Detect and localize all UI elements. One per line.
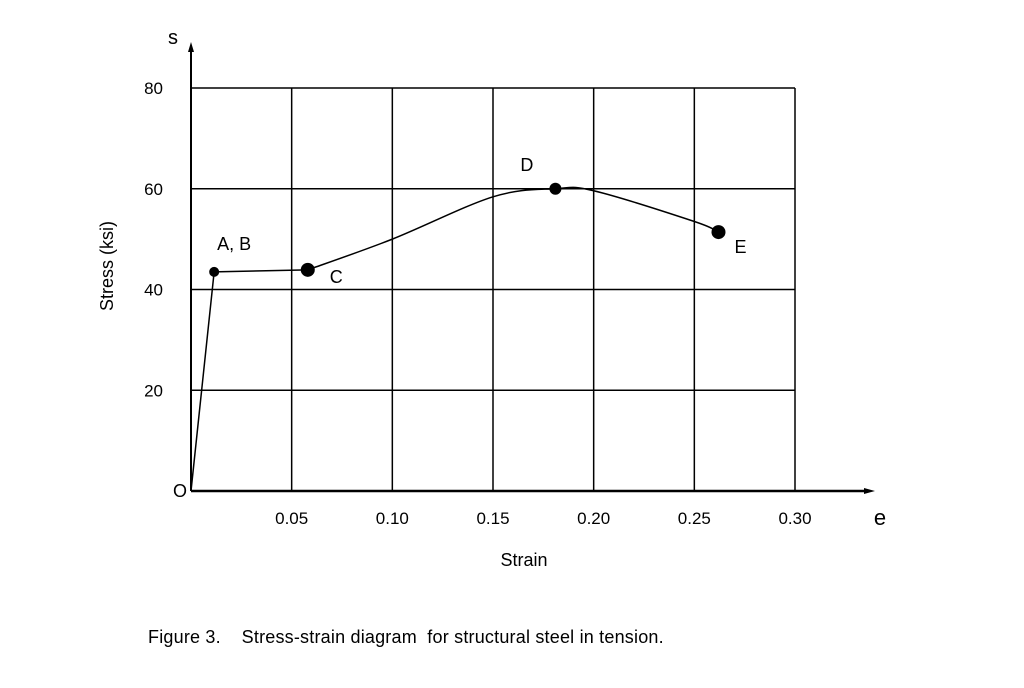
point-label: D bbox=[520, 155, 533, 175]
y-tick-label: 40 bbox=[144, 281, 163, 300]
y-axis-arrow-icon bbox=[188, 42, 194, 52]
data-points: O A, B C D E bbox=[173, 155, 747, 501]
x-tick-label: 0.20 bbox=[577, 509, 610, 528]
data-point-ab bbox=[209, 266, 220, 277]
figure-caption: Figure 3. Stress-strain diagram for stru… bbox=[148, 627, 664, 648]
grid-lines bbox=[191, 87, 796, 491]
data-point-d bbox=[549, 182, 562, 195]
data-point-c bbox=[300, 262, 315, 277]
y-tick-label: 80 bbox=[144, 79, 163, 98]
x-tick-label: 0.10 bbox=[376, 509, 409, 528]
x-tick-label: 0.05 bbox=[275, 509, 308, 528]
x-tick-label: 0.15 bbox=[476, 509, 509, 528]
x-axis-symbol: e bbox=[874, 505, 886, 530]
point-label: O bbox=[173, 481, 187, 501]
data-point-e bbox=[711, 225, 726, 240]
point-label: A, B bbox=[217, 234, 251, 254]
y-tick-label: 60 bbox=[144, 180, 163, 199]
axis-labels: Stress (ksi) Strain s e bbox=[97, 27, 886, 570]
x-axis-arrow-icon bbox=[864, 488, 875, 494]
y-axis-title: Stress (ksi) bbox=[97, 221, 117, 311]
x-axis-title: Strain bbox=[500, 550, 547, 570]
x-tick-label: 0.30 bbox=[778, 509, 811, 528]
y-tick-label: 20 bbox=[144, 381, 163, 400]
caption-text: Stress-strain diagram for structural ste… bbox=[241, 627, 664, 647]
stress-strain-curve bbox=[190, 186, 719, 492]
data-curve bbox=[190, 186, 719, 492]
tick-labels: 0.05 0.10 0.15 0.20 0.25 0.30 20 40 60 80 bbox=[144, 79, 811, 528]
axes bbox=[188, 42, 875, 494]
x-tick-label: 0.25 bbox=[678, 509, 711, 528]
figure-number: Figure 3. bbox=[148, 627, 221, 647]
point-label: C bbox=[330, 267, 343, 287]
point-label: E bbox=[734, 237, 746, 257]
y-axis-symbol: s bbox=[168, 27, 178, 49]
